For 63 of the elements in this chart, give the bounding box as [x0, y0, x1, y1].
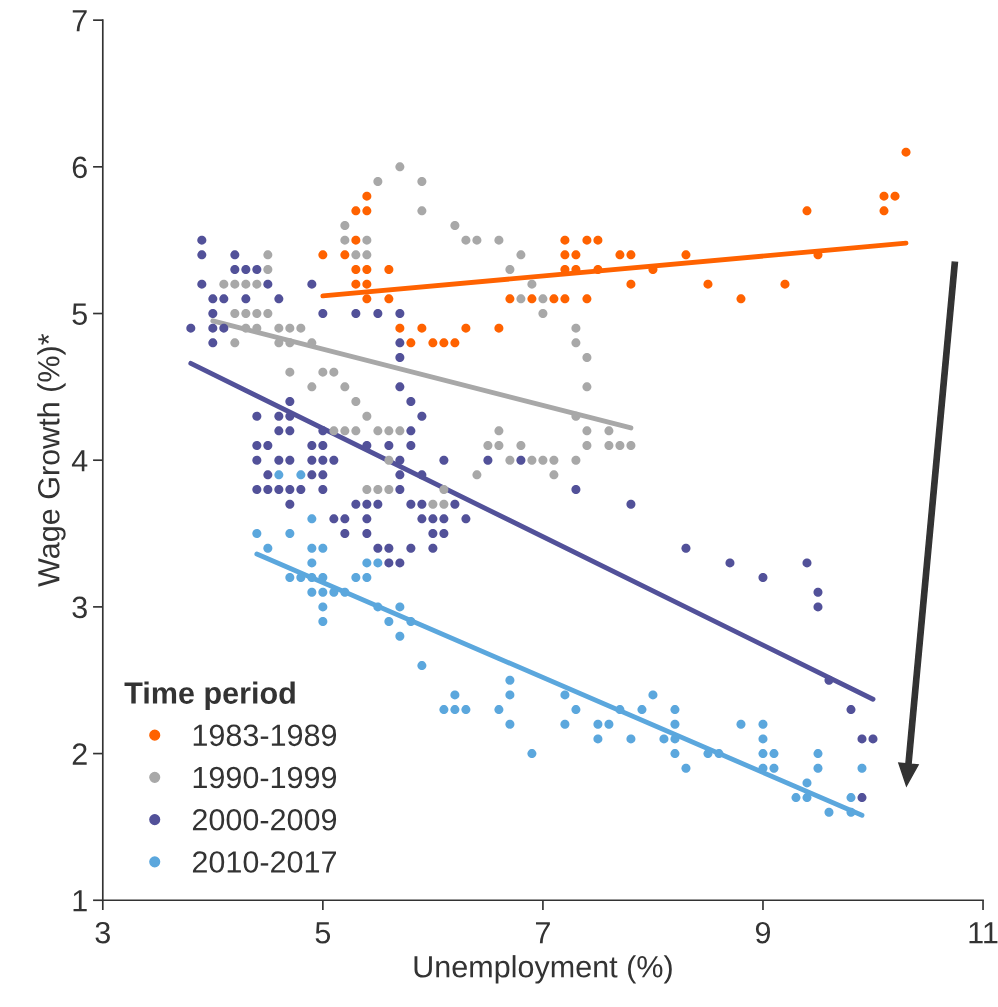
point [362, 279, 372, 289]
y-axis-title: Wage Growth (%)* [37, 333, 66, 587]
point [890, 191, 900, 201]
point [615, 250, 625, 260]
point [560, 235, 570, 245]
point [362, 191, 372, 201]
x-tick-label: 3 [95, 921, 110, 944]
legend-label: 2000-2009 [192, 808, 337, 831]
point [549, 294, 559, 304]
point [318, 250, 328, 260]
point [494, 323, 504, 333]
point [395, 323, 405, 333]
y-tick-label: 7 [72, 10, 87, 32]
point [560, 250, 570, 260]
x-tick-label: 5 [315, 922, 331, 944]
point [593, 235, 603, 245]
x-tick-label: 9 [755, 921, 771, 944]
point [593, 265, 603, 275]
point [450, 338, 460, 348]
y-tick-label: 6 [72, 156, 87, 179]
point [417, 323, 427, 333]
point [362, 265, 372, 275]
x-tick-label: 11 [969, 922, 998, 944]
y-tick-label: 3 [72, 596, 87, 619]
point [505, 294, 515, 304]
point [582, 294, 592, 304]
point [340, 250, 350, 260]
legend-label: 1990-1999 [193, 766, 337, 789]
point [626, 250, 636, 260]
legend-title: Time period [124, 681, 295, 710]
point [384, 294, 394, 304]
point [736, 294, 746, 304]
legend-label: 2010-2017 [192, 851, 336, 873]
point [351, 206, 361, 216]
x-axis-title: Unemployment (%) [414, 955, 672, 984]
point [351, 265, 361, 275]
y-tick-label: 1 [73, 890, 87, 912]
point [780, 279, 790, 289]
point [901, 147, 911, 157]
point [439, 338, 449, 348]
point [571, 250, 581, 260]
point [626, 279, 636, 289]
point [879, 206, 889, 216]
point [362, 294, 372, 304]
point [802, 206, 812, 216]
y-tick-label: 4 [71, 450, 88, 472]
point [560, 294, 570, 304]
point [461, 323, 471, 333]
point [384, 265, 394, 275]
legend-label: 1983-1989 [193, 724, 337, 747]
point [406, 338, 416, 348]
y-tick-label: 2 [72, 743, 87, 765]
x-tick-label: 7 [535, 922, 550, 944]
point [428, 338, 438, 348]
point [703, 279, 713, 289]
point [527, 294, 537, 304]
point [351, 279, 361, 289]
y-tick-label: 5 [72, 303, 87, 325]
point [879, 191, 889, 201]
point [351, 235, 361, 245]
point [681, 250, 691, 260]
point [362, 206, 372, 216]
point [582, 235, 592, 245]
